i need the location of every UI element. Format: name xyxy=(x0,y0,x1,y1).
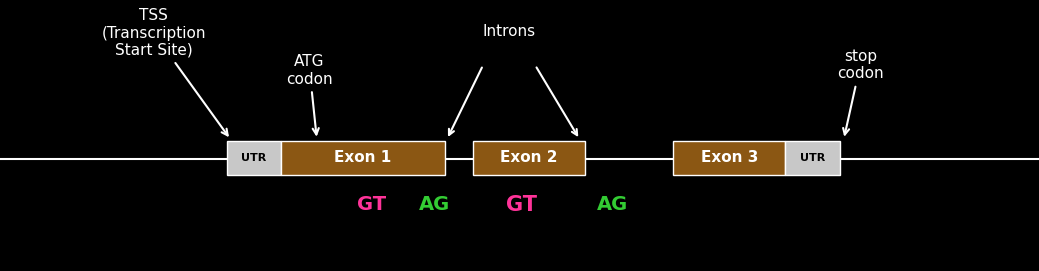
Text: GT: GT xyxy=(357,195,387,214)
Text: stop
codon: stop codon xyxy=(837,49,883,135)
Text: UTR: UTR xyxy=(241,153,266,163)
Bar xyxy=(227,141,281,175)
Text: Exon 2: Exon 2 xyxy=(500,150,558,165)
Text: UTR: UTR xyxy=(800,153,825,163)
Text: AG: AG xyxy=(419,195,450,214)
Bar xyxy=(673,141,785,175)
Bar xyxy=(281,141,445,175)
Text: Exon 3: Exon 3 xyxy=(700,150,758,165)
Text: AG: AG xyxy=(597,195,629,214)
Text: ATG
codon: ATG codon xyxy=(287,54,332,134)
Bar xyxy=(473,141,585,175)
Bar xyxy=(785,141,840,175)
Text: TSS
(Transcription
Start Site): TSS (Transcription Start Site) xyxy=(102,8,228,136)
Text: GT: GT xyxy=(506,195,537,215)
Text: Introns: Introns xyxy=(482,24,536,39)
Text: Exon 1: Exon 1 xyxy=(334,150,392,165)
